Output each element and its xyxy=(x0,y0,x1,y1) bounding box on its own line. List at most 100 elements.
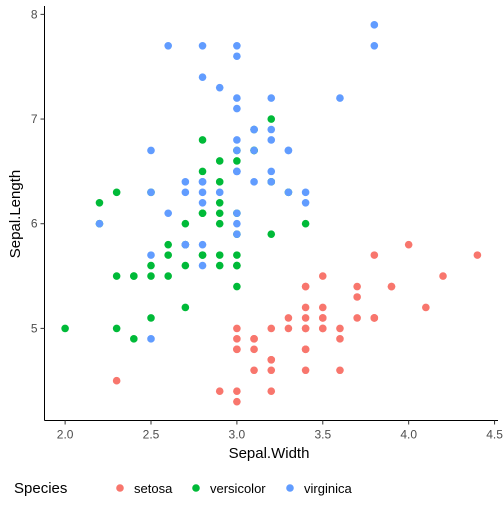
data-point-virginica-34 xyxy=(164,209,172,218)
data-point-virginica-33 xyxy=(198,188,207,197)
data-point-virginica-22 xyxy=(198,41,207,50)
data-point-setosa-10 xyxy=(353,282,361,291)
data-point-setosa-28 xyxy=(301,303,310,312)
data-point-setosa-32 xyxy=(422,303,430,312)
data-point-setosa-38 xyxy=(233,387,241,395)
y-tick-label-3: 8 xyxy=(31,7,38,21)
data-point-versicolor-39 xyxy=(147,272,155,280)
legend-items: setosa versicolor virginica xyxy=(116,481,352,496)
data-point-versicolor-28 xyxy=(215,219,224,228)
data-point-versicolor-47 xyxy=(215,198,224,207)
data-point-setosa-4 xyxy=(336,324,344,333)
data-point-setosa-8 xyxy=(215,387,224,395)
data-point-setosa-33 xyxy=(439,272,447,280)
data-point-virginica-32 xyxy=(198,178,207,186)
data-point-virginica-47 xyxy=(233,167,241,176)
data-point-virginica-26 xyxy=(198,198,207,207)
data-point-versicolor-19 xyxy=(147,261,155,270)
data-point-versicolor-10 xyxy=(61,324,69,333)
data-point-virginica-37 xyxy=(250,178,258,186)
data-point-setosa-6 xyxy=(301,366,310,375)
data-point-virginica-23 xyxy=(181,188,190,197)
data-point-virginica-13 xyxy=(147,251,155,259)
data-point-virginica-42 xyxy=(181,240,190,249)
data-point-setosa-27 xyxy=(318,303,327,312)
data-point-versicolor-40 xyxy=(164,272,172,280)
data-point-virginica-3 xyxy=(215,188,224,197)
data-point-versicolor-34 xyxy=(233,282,241,291)
data-point-setosa-17 xyxy=(318,314,327,322)
data-point-virginica-27 xyxy=(233,209,241,218)
data-point-versicolor-9 xyxy=(181,303,190,312)
data-point-versicolor-3 xyxy=(112,272,121,280)
data-point-versicolor-0 xyxy=(267,115,276,123)
data-point-virginica-15 xyxy=(267,178,276,186)
data-point-setosa-36 xyxy=(318,272,327,280)
data-point-virginica-17 xyxy=(370,41,379,50)
data-point-setosa-48 xyxy=(353,293,361,301)
data-point-virginica-2 xyxy=(233,104,241,113)
data-point-versicolor-25 xyxy=(233,157,241,165)
data-point-virginica-35 xyxy=(233,41,241,50)
data-point-setosa-34 xyxy=(250,335,258,343)
x-tick-label-3: 3.5 xyxy=(314,428,331,442)
data-point-versicolor-29 xyxy=(164,251,172,259)
data-point-virginica-7 xyxy=(215,83,224,92)
data-point-versicolor-8 xyxy=(215,157,224,165)
data-point-setosa-45 xyxy=(233,345,241,354)
data-point-virginica-43 xyxy=(267,136,276,144)
data-point-versicolor-42 xyxy=(164,240,172,249)
legend-key-versicolor xyxy=(192,484,200,492)
data-point-versicolor-13 xyxy=(215,209,224,218)
data-point-versicolor-43 xyxy=(112,324,121,333)
data-point-virginica-41 xyxy=(250,125,258,134)
x-tick-label-5: 4.5 xyxy=(486,428,503,442)
data-point-setosa-43 xyxy=(318,324,327,333)
data-point-virginica-31 xyxy=(370,21,379,29)
data-point-versicolor-26 xyxy=(198,136,207,144)
x-tick-label-4: 4.0 xyxy=(400,428,417,442)
y-axis-ticks: 5 6 7 8 xyxy=(31,7,45,335)
data-point-setosa-30 xyxy=(250,345,258,354)
data-point-virginica-10 xyxy=(267,167,276,176)
data-point-versicolor-31 xyxy=(130,272,138,280)
data-point-setosa-35 xyxy=(267,324,276,333)
data-point-setosa-41 xyxy=(112,376,121,385)
data-point-versicolor-38 xyxy=(233,261,241,270)
data-point-setosa-26 xyxy=(301,324,310,333)
data-point-setosa-31 xyxy=(301,282,310,291)
data-point-versicolor-35 xyxy=(301,219,310,228)
data-point-setosa-23 xyxy=(284,314,293,322)
data-point-virginica-46 xyxy=(147,188,155,197)
data-point-setosa-18 xyxy=(370,251,379,259)
data-point-virginica-45 xyxy=(233,146,241,155)
x-tick-label-0: 2.0 xyxy=(57,428,74,442)
data-point-setosa-49 xyxy=(284,324,293,333)
data-point-versicolor-24 xyxy=(215,178,224,186)
y-tick-label-2: 7 xyxy=(31,112,38,126)
data-point-virginica-18 xyxy=(164,41,172,50)
legend-label-virginica: virginica xyxy=(304,481,352,496)
data-point-setosa-47 xyxy=(267,366,276,375)
data-point-setosa-25 xyxy=(233,324,241,333)
data-point-virginica-0 xyxy=(284,188,293,197)
data-point-versicolor-14 xyxy=(215,261,224,270)
data-point-virginica-38 xyxy=(233,219,241,228)
y-axis-title: Sepal.Length xyxy=(7,170,24,258)
data-point-virginica-20 xyxy=(267,125,276,134)
data-point-versicolor-37 xyxy=(112,188,121,197)
data-point-virginica-8 xyxy=(147,146,155,155)
data-point-virginica-11 xyxy=(181,178,190,186)
data-point-virginica-30 xyxy=(198,73,207,81)
data-point-versicolor-44 xyxy=(181,261,190,270)
data-point-versicolor-45 xyxy=(233,251,241,259)
y-tick-label-0: 5 xyxy=(31,321,38,335)
data-point-versicolor-20 xyxy=(267,230,276,238)
data-point-versicolor-7 xyxy=(130,335,138,343)
data-points xyxy=(61,21,482,406)
x-tick-label-1: 2.5 xyxy=(143,428,160,442)
data-point-virginica-36 xyxy=(301,188,310,197)
legend: Species setosa versicolor virginica xyxy=(14,480,352,497)
data-point-virginica-48 xyxy=(301,198,310,207)
